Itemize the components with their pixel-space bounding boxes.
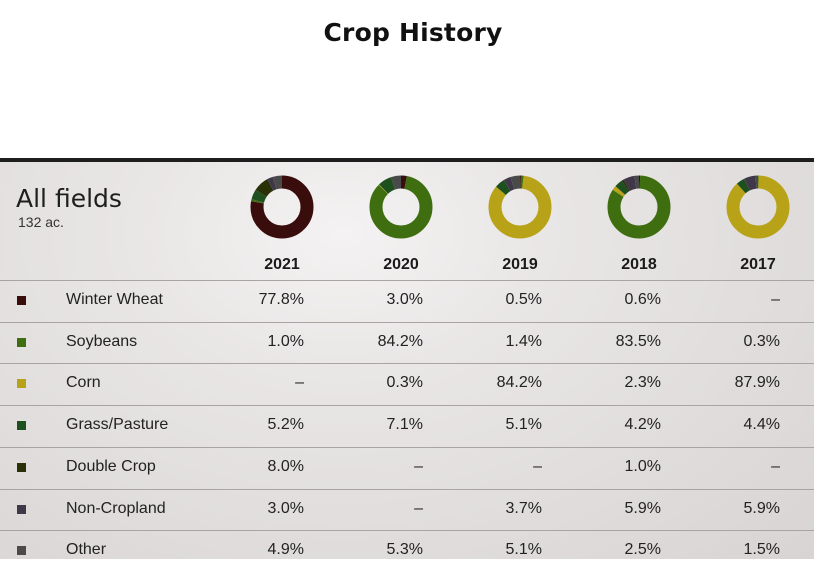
donut-slice-2020-other — [369, 175, 433, 239]
donut-slice-2019-corn — [488, 175, 552, 239]
value-cell: – — [771, 291, 780, 308]
value-cell: 8.0% — [267, 457, 304, 475]
value-cell: 5.2% — [267, 416, 304, 434]
value-cell: – — [414, 499, 423, 517]
value-cell: 1.0% — [267, 332, 304, 350]
year-header-2020: 2020 — [383, 256, 419, 273]
table-row: Double Crop 8.0% – – 1.0% – — [0, 447, 814, 489]
legend-swatch — [17, 421, 26, 431]
fields-acreage: 132 ac. — [18, 214, 64, 230]
donut-2021 — [250, 175, 314, 239]
value-cell: 83.5% — [615, 332, 661, 350]
crop-label: Non-Cropland — [66, 499, 166, 517]
value-cell: – — [533, 457, 542, 475]
row-divider — [0, 530, 814, 532]
value-cell: 3.0% — [386, 291, 423, 308]
value-cell: 3.0% — [267, 499, 304, 517]
value-cell: 5.1% — [505, 416, 542, 434]
value-cell: 5.3% — [386, 541, 423, 559]
donut-slice-2017-other — [726, 175, 790, 239]
table-row: Winter Wheat 77.8% 3.0% 0.5% 0.6% – — [0, 280, 814, 322]
value-cell: – — [414, 457, 423, 475]
year-header-2021: 2021 — [264, 256, 300, 273]
year-header-2019: 2019 — [502, 256, 538, 273]
value-cell: 4.9% — [267, 541, 304, 559]
crop-label: Grass/Pasture — [66, 416, 169, 434]
table-row: Other 4.9% 5.3% 5.1% 2.5% 1.5% — [0, 530, 814, 572]
value-cell: 5.9% — [624, 499, 661, 517]
legend-swatch — [17, 504, 26, 514]
value-cell: 0.5% — [505, 291, 542, 308]
donut-slice-2018-soybeans — [607, 175, 671, 239]
value-cell: 2.5% — [624, 541, 661, 559]
table-row: Grass/Pasture 5.2% 7.1% 5.1% 4.2% 4.4% — [0, 405, 814, 447]
value-cell: 84.2% — [377, 332, 423, 350]
value-cell: 1.5% — [743, 541, 780, 559]
donut-slice-2021-other — [250, 175, 314, 239]
crop-label: Other — [66, 541, 107, 559]
fields-heading: All fields — [16, 184, 122, 213]
legend-swatch — [17, 296, 26, 305]
crop-label: Double Crop — [66, 457, 156, 475]
value-cell: 0.3% — [743, 332, 780, 350]
value-cell: 0.6% — [624, 291, 661, 308]
donut-2019 — [488, 175, 552, 239]
donut-slice-2018-other — [607, 175, 671, 239]
value-cell: 2.3% — [624, 374, 661, 392]
legend-swatch — [17, 546, 26, 556]
row-divider — [0, 405, 814, 407]
value-cell: 3.7% — [505, 499, 542, 517]
value-cell: – — [295, 374, 304, 392]
value-cell: 5.9% — [743, 499, 780, 517]
value-cell: 1.0% — [624, 457, 661, 475]
legend-swatch — [17, 462, 26, 472]
value-cell: 84.2% — [496, 374, 542, 392]
row-divider — [0, 363, 814, 365]
table-row: Non-Cropland 3.0% – 3.7% 5.9% 5.9% — [0, 489, 814, 531]
row-divider — [0, 446, 814, 448]
value-cell: 87.9% — [734, 374, 780, 392]
value-cell: 77.8% — [258, 291, 304, 308]
value-cell: 4.4% — [743, 416, 780, 434]
value-cell: 4.2% — [624, 416, 661, 434]
donut-slice-2017-corn — [726, 175, 790, 239]
donut-2017 — [726, 175, 790, 239]
row-divider — [0, 321, 814, 323]
row-divider — [0, 280, 814, 281]
value-cell: 0.3% — [386, 374, 423, 392]
value-cell: 7.1% — [386, 416, 423, 434]
row-divider — [0, 488, 814, 490]
crop-history-panel: All fields 132 ac. 2021 2020 2019 2018 2017 … — [0, 158, 814, 559]
donut-slice-2019-other — [488, 175, 552, 239]
year-header-2018: 2018 — [621, 256, 657, 273]
value-cell: 5.1% — [505, 541, 542, 559]
crop-label: Winter Wheat — [66, 291, 163, 308]
donut-slice-2020-soybeans — [369, 175, 433, 239]
value-cell: – — [771, 457, 780, 475]
donut-2018 — [607, 175, 671, 239]
year-header-2017: 2017 — [740, 256, 776, 273]
value-cell: 1.4% — [505, 332, 542, 350]
legend-swatch — [17, 337, 26, 347]
crop-label: Soybeans — [66, 332, 138, 350]
page-title: Crop History — [323, 18, 503, 47]
table-row: Soybeans 1.0% 84.2% 1.4% 83.5% 0.3% — [0, 322, 814, 364]
legend-swatch — [17, 379, 26, 389]
table-row: Corn – 0.3% 84.2% 2.3% 87.9% — [0, 363, 814, 405]
crop-label: Corn — [66, 374, 101, 392]
donut-2020 — [369, 175, 433, 239]
